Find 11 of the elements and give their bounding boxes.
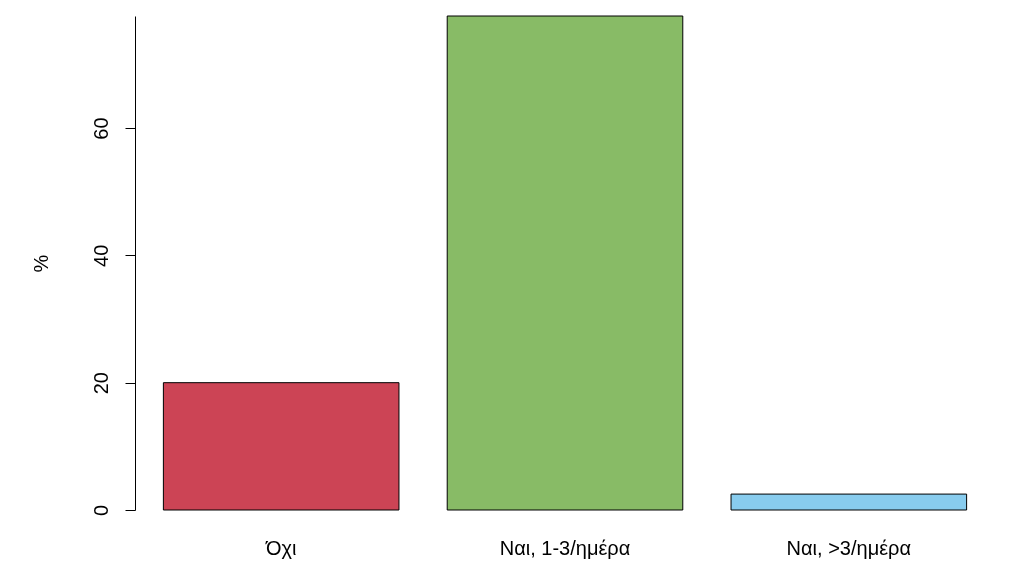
x-tick-label: Ναι, >3/ημέρα (786, 536, 912, 559)
bar (162, 382, 400, 511)
y-tick-label: 40 (89, 244, 112, 267)
y-tick-label: 0 (89, 504, 112, 517)
y-axis-title: % (29, 254, 52, 273)
bar (446, 15, 684, 511)
x-tick-label: Ναι, 1-3/ημέρα (499, 536, 631, 559)
y-tick-label: 60 (89, 117, 112, 140)
bar (730, 493, 968, 511)
y-tick-label: 20 (89, 372, 112, 395)
x-tick-label: Όχι (264, 536, 297, 559)
